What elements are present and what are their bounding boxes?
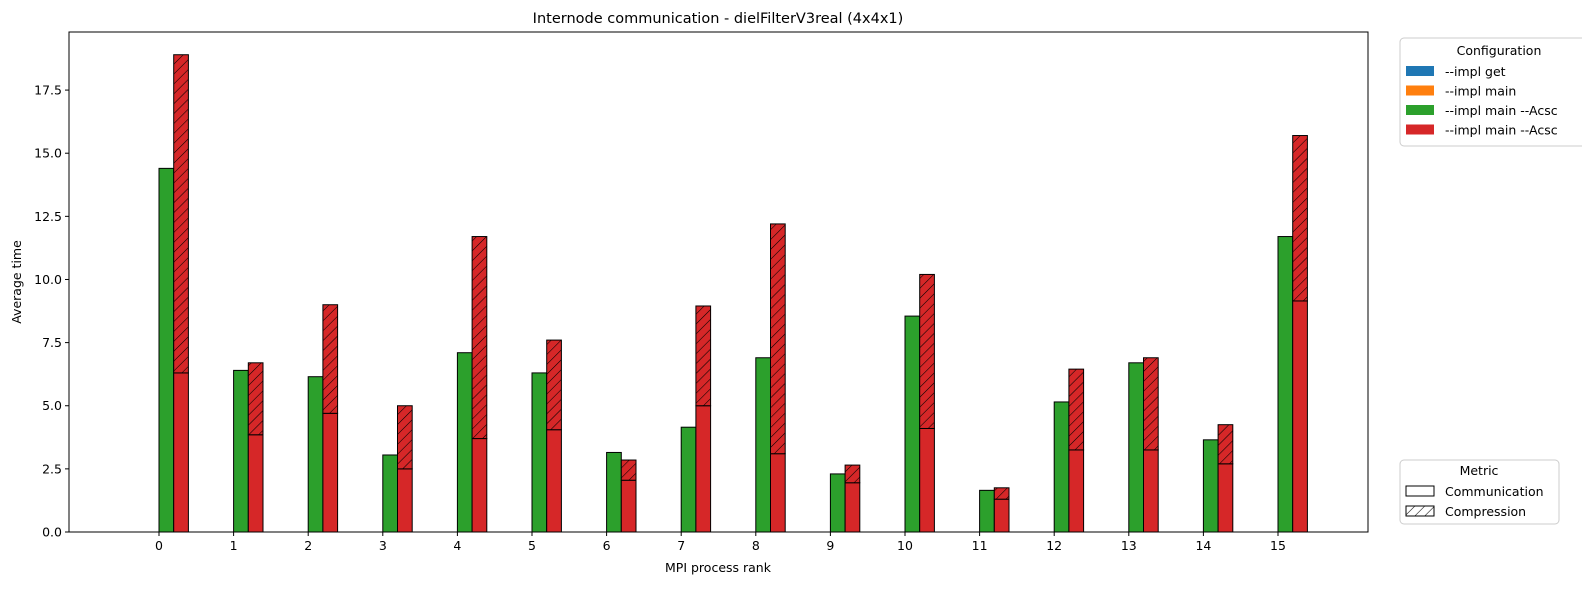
legend-label-config-3: --impl main --Acsc bbox=[1445, 123, 1558, 138]
x-tick-label: 14 bbox=[1195, 538, 1211, 553]
bar-compression-rank-2-series-3 bbox=[322, 304, 339, 414]
bar-compression-rank-10-series-3 bbox=[919, 273, 935, 429]
bar-compression-rank-12-series-3 bbox=[1068, 368, 1085, 451]
y-tick-label: 10.0 bbox=[34, 272, 62, 287]
y-tick-label: 15.0 bbox=[34, 146, 62, 161]
x-tick-label: 15 bbox=[1270, 538, 1286, 553]
y-tick-label: 7.5 bbox=[42, 335, 62, 350]
bar-communication-rank-3-series-2 bbox=[382, 454, 398, 533]
bar-communication-rank-14-series-2 bbox=[1202, 439, 1219, 533]
x-tick-label: 4 bbox=[453, 538, 461, 553]
x-tick-label: 9 bbox=[826, 538, 834, 553]
bar-communication-rank-11-series-3 bbox=[993, 498, 1010, 533]
legend-swatch-communication bbox=[1405, 485, 1435, 497]
bar-compression-rank-6-series-3 bbox=[620, 459, 637, 481]
legend-label-config-1: --impl main bbox=[1445, 84, 1516, 99]
legend-label-config-0: --impl get bbox=[1445, 64, 1506, 79]
x-tick-label: 3 bbox=[379, 538, 387, 553]
x-tick-label: 5 bbox=[528, 538, 536, 553]
legend-metric-title: Metric bbox=[1460, 463, 1499, 478]
bar-communication-rank-0-series-3 bbox=[173, 372, 189, 533]
legend-metric-frame bbox=[1399, 459, 1560, 525]
bar-compression-rank-0-series-3 bbox=[173, 54, 189, 374]
y-axis-label: Average time bbox=[9, 240, 24, 324]
bar-communication-rank-10-series-3 bbox=[919, 427, 935, 533]
bar-compression-rank-11-series-3 bbox=[993, 487, 1010, 500]
legend-configuration-frame bbox=[1399, 37, 1582, 147]
bar-communication-rank-5-series-3 bbox=[546, 429, 562, 533]
bar-compression-rank-8-series-3 bbox=[770, 223, 786, 455]
x-tick-label: 10 bbox=[897, 538, 913, 553]
y-tick-label: 17.5 bbox=[34, 83, 62, 98]
x-tick-label: 13 bbox=[1121, 538, 1137, 553]
legend-label-compression: Compression bbox=[1445, 504, 1526, 519]
bar-communication-rank-4-series-3 bbox=[471, 438, 488, 533]
bar-communication-rank-5-series-2 bbox=[531, 372, 548, 533]
x-tick-label: 2 bbox=[304, 538, 312, 553]
bar-compression-rank-1-series-3 bbox=[247, 362, 264, 436]
bar-communication-rank-1-series-3 bbox=[247, 434, 264, 533]
y-tick-label: 0.0 bbox=[42, 525, 62, 540]
legend-label-config-2: --impl main --Acsc bbox=[1445, 103, 1558, 118]
bar-communication-rank-8-series-2 bbox=[755, 357, 771, 533]
legend-configuration-title: Configuration bbox=[1457, 43, 1542, 58]
bar-communication-rank-13-series-2 bbox=[1128, 362, 1145, 533]
bar-communication-rank-15-series-3 bbox=[1292, 300, 1308, 533]
bar-communication-rank-2-series-2 bbox=[307, 376, 324, 533]
y-tick-label: 5.0 bbox=[42, 398, 62, 413]
legend-configuration: Configuration --impl get --impl main --imp… bbox=[1399, 37, 1582, 147]
bar-communication-rank-10-series-2 bbox=[904, 315, 921, 533]
bar-compression-rank-5-series-3 bbox=[546, 339, 562, 431]
legend-metric: Metric Communication Compression bbox=[1399, 459, 1560, 525]
bar-communication-rank-7-series-2 bbox=[680, 426, 697, 533]
bar-communication-rank-6-series-3 bbox=[620, 479, 637, 533]
bar-compression-rank-15-series-3 bbox=[1292, 135, 1308, 302]
bar-communication-rank-4-series-2 bbox=[456, 352, 473, 533]
legend-swatch-config-0 bbox=[1406, 66, 1434, 76]
bar-communication-rank-15-series-2 bbox=[1277, 236, 1294, 533]
bar-compression-rank-3-series-3 bbox=[397, 405, 413, 470]
bar-compression-rank-7-series-3 bbox=[695, 305, 712, 407]
x-tick-label: 6 bbox=[603, 538, 611, 553]
y-axis: 0.0 2.5 5.0 7.5 10.0 12.5 15.0 17.5 bbox=[34, 83, 69, 540]
x-tick-label: 1 bbox=[230, 538, 238, 553]
bar-compression-rank-4-series-3 bbox=[471, 236, 488, 440]
x-axis-label: MPI process rank bbox=[665, 560, 772, 575]
x-tick-label: 7 bbox=[677, 538, 685, 553]
x-tick-label: 12 bbox=[1046, 538, 1062, 553]
legend-swatch-config-2 bbox=[1406, 105, 1434, 115]
bar-communication-rank-2-series-3 bbox=[322, 412, 339, 533]
bar-compression-rank-13-series-3 bbox=[1143, 357, 1159, 451]
bar-communication-rank-9-series-2 bbox=[829, 473, 846, 533]
bar-communication-rank-0-series-2 bbox=[158, 167, 175, 533]
bar-communication-rank-12-series-3 bbox=[1068, 449, 1085, 533]
plot-frame bbox=[68, 31, 1369, 533]
plot-area bbox=[158, 54, 1308, 533]
bar-communication-rank-11-series-2 bbox=[979, 489, 995, 533]
legend-swatch-compression bbox=[1405, 505, 1435, 517]
bar-communication-rank-12-series-2 bbox=[1053, 401, 1070, 533]
bar-communication-rank-1-series-2 bbox=[233, 369, 249, 533]
bar-communication-rank-9-series-3 bbox=[844, 482, 861, 533]
y-tick-label: 2.5 bbox=[42, 461, 62, 476]
legend-label-communication: Communication bbox=[1445, 484, 1544, 499]
bar-communication-rank-6-series-2 bbox=[606, 451, 622, 533]
x-tick-label: 8 bbox=[752, 538, 760, 553]
chart-title: Internode communication - dielFilterV3re… bbox=[533, 11, 904, 27]
bar-compression-rank-9-series-3 bbox=[844, 464, 861, 484]
legend-swatch-config-3 bbox=[1406, 124, 1434, 135]
x-axis: 0 1 2 3 4 5 6 7 8 9 10 11 12 13 14 15 bbox=[155, 532, 1286, 553]
x-tick-label: 0 bbox=[155, 538, 163, 553]
x-tick-label: 11 bbox=[972, 538, 988, 553]
bar-compression-rank-14-series-3 bbox=[1217, 424, 1234, 465]
bar-communication-rank-3-series-3 bbox=[397, 468, 413, 533]
legend-swatch-config-1 bbox=[1406, 85, 1434, 96]
bar-communication-rank-14-series-3 bbox=[1217, 463, 1234, 533]
bar-communication-rank-7-series-3 bbox=[695, 405, 712, 533]
bar-communication-rank-13-series-3 bbox=[1143, 449, 1159, 533]
y-tick-label: 12.5 bbox=[34, 209, 62, 224]
bar-communication-rank-8-series-3 bbox=[770, 453, 786, 533]
